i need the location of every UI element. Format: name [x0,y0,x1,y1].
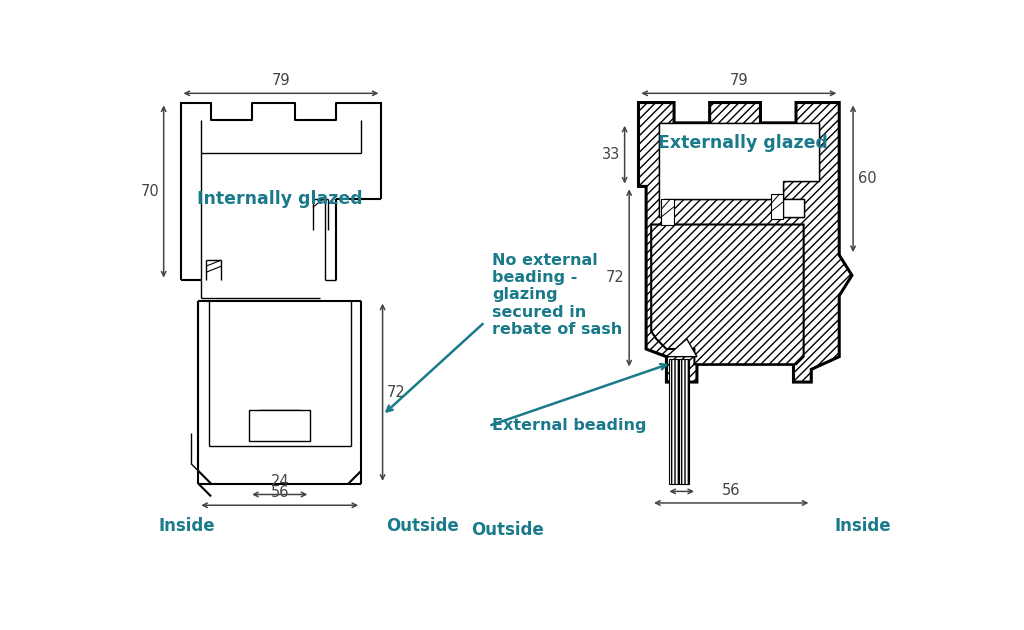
Text: 79: 79 [729,73,749,88]
Text: No external
beading -
glazing
secured in
rebate of sash: No external beading - glazing secured in… [493,253,623,337]
Polygon shape [658,123,819,217]
Text: 24: 24 [270,474,289,489]
Polygon shape [249,410,310,440]
Text: Inside: Inside [159,517,215,535]
Text: 72: 72 [606,270,625,285]
Polygon shape [669,359,679,484]
Text: 79: 79 [271,73,290,88]
Text: 60: 60 [858,171,877,186]
Polygon shape [651,224,804,364]
Polygon shape [679,359,689,484]
Text: Outside: Outside [386,517,459,535]
Polygon shape [667,339,697,357]
Polygon shape [639,103,852,382]
Text: 12: 12 [673,471,691,486]
Polygon shape [771,194,783,219]
Text: 56: 56 [722,483,740,498]
Text: 33: 33 [602,147,620,162]
Text: Externally glazed: Externally glazed [657,134,827,152]
Text: External beading: External beading [493,418,647,433]
Polygon shape [658,123,819,217]
Text: 72: 72 [387,385,406,399]
Text: Inside: Inside [834,517,891,535]
Text: 70: 70 [140,184,159,199]
Polygon shape [662,199,674,224]
Text: Internally glazed: Internally glazed [197,190,362,208]
Text: 56: 56 [270,485,289,500]
Text: Outside: Outside [471,521,544,539]
